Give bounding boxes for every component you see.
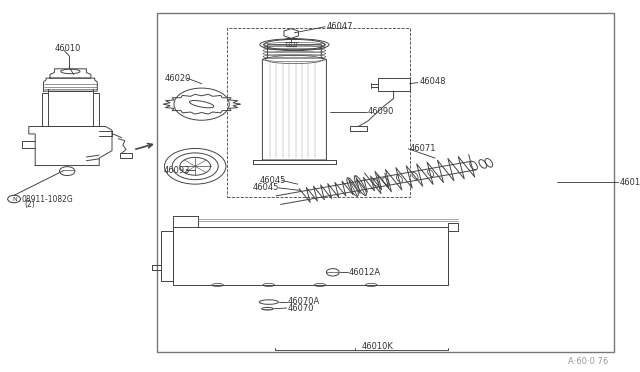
Text: 46047: 46047	[326, 22, 353, 31]
Bar	[378, 78, 410, 91]
Text: 46012A: 46012A	[349, 268, 381, 277]
Bar	[350, 126, 367, 131]
Text: 46090: 46090	[368, 107, 394, 116]
Text: 46010: 46010	[54, 44, 81, 53]
Text: 46045: 46045	[253, 183, 279, 192]
Bar	[120, 153, 132, 158]
Text: 46070: 46070	[288, 304, 314, 312]
Text: (2): (2)	[24, 200, 35, 209]
Text: 46071: 46071	[410, 144, 436, 153]
Text: N: N	[12, 196, 17, 202]
Text: A·60·0 76: A·60·0 76	[568, 357, 609, 366]
Text: 46020: 46020	[165, 74, 191, 83]
Text: 46070A: 46070A	[288, 297, 320, 306]
Text: 46010: 46010	[620, 178, 640, 187]
Text: 46093: 46093	[163, 166, 189, 174]
Bar	[227, 28, 410, 197]
Bar	[173, 227, 448, 285]
Text: 46010K: 46010K	[362, 342, 394, 351]
Bar	[157, 13, 614, 352]
Text: 08911-1082G: 08911-1082G	[22, 195, 74, 203]
Text: 46045: 46045	[259, 176, 285, 185]
Text: 46048: 46048	[419, 77, 445, 86]
